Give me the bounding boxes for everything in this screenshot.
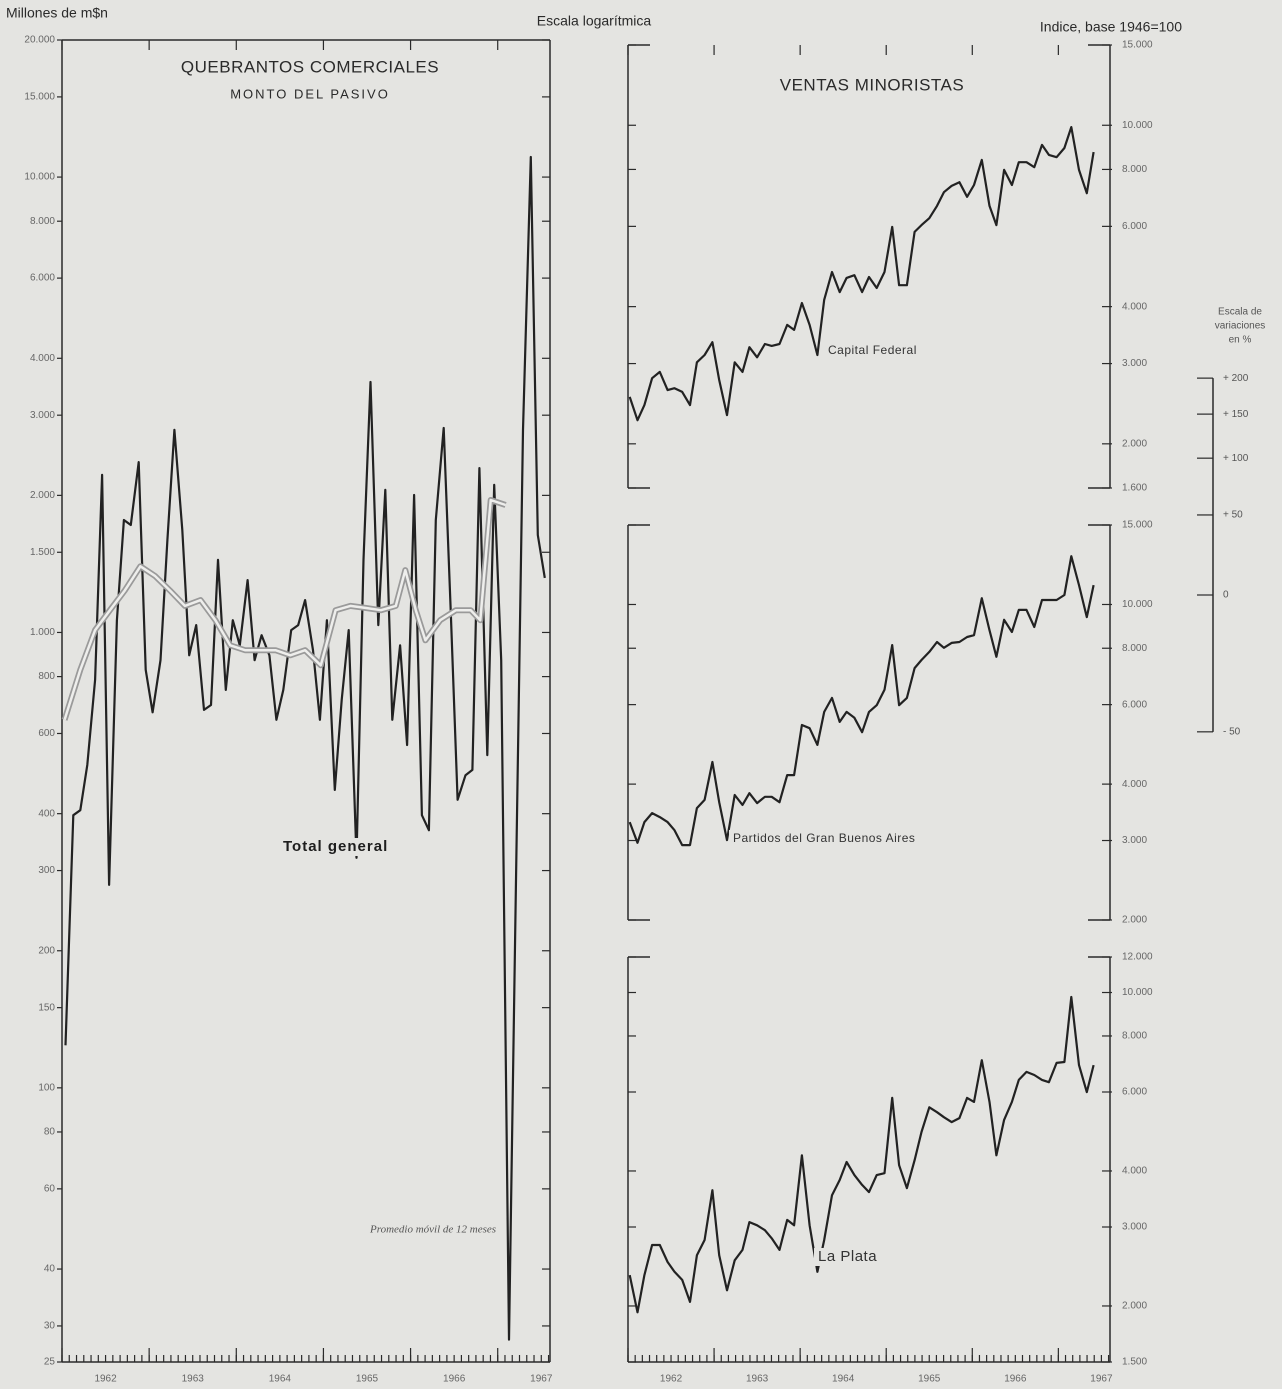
y-tick-label: 1.600 [1122,483,1147,494]
scale-title: en % [1229,335,1252,346]
label-background [814,1248,882,1266]
y-tick-label: 15.000 [1122,40,1153,51]
series-label: Total general [283,838,388,855]
y-tick-label: 20.000 [24,35,55,46]
series-label: Partidos del Gran Buenos Aires [733,831,915,845]
x-tick-label: 1967 [530,1374,553,1385]
chart-title: VENTAS MINORISTAS [780,75,965,94]
y-tick-label: 3.000 [1122,358,1147,369]
y-tick-label: 1.500 [1122,1357,1147,1368]
scale-tick-label: + 200 [1223,373,1249,384]
y-tick-label: 40 [44,1264,56,1275]
series-label: La Plata [818,1248,877,1265]
chart-title: QUEBRANTOS COMERCIALES [181,57,439,76]
y-tick-label: 10.000 [24,172,55,183]
series-line [628,995,1095,1314]
series-label: Promedio móvil de 12 meses [369,1224,496,1236]
y-tick-label: 300 [38,865,55,876]
y-tick-label: 800 [38,671,55,682]
x-tick-label: 1965 [918,1374,941,1385]
x-tick-label: 1963 [182,1374,205,1385]
scale-tick-label: + 50 [1223,510,1243,521]
y-tick-label: 6.000 [30,273,55,284]
series-line [64,155,546,1341]
y-tick-label: 25 [44,1357,56,1368]
x-tick-label: 1966 [1004,1374,1027,1385]
y-tick-label: 200 [38,945,55,956]
y-tick-label: 6.000 [1122,699,1147,710]
label-background [279,838,393,856]
series-line [628,555,1095,847]
x-tick-label: 1962 [94,1374,117,1385]
scale-tick-label: + 150 [1223,409,1249,420]
y-tick-label: 8.000 [1122,1031,1147,1042]
y-tick-label: 3.000 [1122,1222,1147,1233]
y-tick-label: 15.000 [24,92,55,103]
y-tick-label: 4.000 [1122,301,1147,312]
y-tick-label: 2.000 [30,490,55,501]
y-tick-label: 8.000 [1122,643,1147,654]
x-tick-label: 1967 [1090,1374,1113,1385]
y-tick-label: 2.000 [1122,1301,1147,1312]
y-tick-label: 4.000 [1122,779,1147,790]
y-tick-label: 3.000 [1122,835,1147,846]
right-unit: Indice, base 1946=100 [1040,19,1182,35]
scale-tick-label: - 50 [1223,726,1241,737]
y-tick-label: 6.000 [1122,221,1147,232]
label-background [824,342,921,360]
y-tick-label: 15.000 [1122,520,1153,531]
x-tick-label: 1965 [356,1374,379,1385]
series-line [628,126,1095,422]
y-tick-label: 10.000 [1122,599,1153,610]
scale-title: variaciones [1215,321,1266,332]
series-line-inner [63,498,506,721]
label-background [366,1221,502,1239]
scale-tick-label: 0 [1223,590,1229,601]
x-tick-label: 1962 [660,1374,683,1385]
scale-tick-label: + 100 [1223,453,1249,464]
y-tick-label: 8.000 [30,216,55,227]
x-tick-label: 1964 [832,1374,855,1385]
y-tick-label: 1.500 [30,547,55,558]
y-tick-label: 4.000 [30,353,55,364]
y-tick-label: 30 [44,1321,56,1332]
label-background [729,830,920,848]
series-label: Capital Federal [828,343,917,357]
y-tick-label: 6.000 [1122,1087,1147,1098]
chart-subtitle: MONTO DEL PASIVO [230,86,390,101]
y-tick-label: 100 [38,1082,55,1093]
y-tick-label: 4.000 [1122,1166,1147,1177]
y-tick-label: 8.000 [1122,164,1147,175]
y-tick-label: 60 [44,1184,56,1195]
y-tick-label: 400 [38,808,55,819]
x-tick-label: 1964 [269,1374,292,1385]
y-tick-label: 600 [38,728,55,739]
x-tick-label: 1963 [746,1374,769,1385]
y-tick-label: 150 [38,1002,55,1013]
y-tick-label: 3.000 [30,410,55,421]
y-tick-label: 2.000 [1122,438,1147,449]
y-tick-label: 10.000 [1122,120,1153,131]
y-tick-label: 10.000 [1122,987,1153,998]
y-tick-label: 1.000 [30,627,55,638]
scale-title: Escala de [1218,307,1262,318]
y-tick-label: 12.000 [1122,952,1153,963]
scale-note: Escala logarítmica [537,13,652,29]
y-tick-label: 2.000 [1122,915,1147,926]
left-unit: Millones de m$n [6,5,108,21]
y-tick-label: 80 [44,1127,56,1138]
x-tick-label: 1966 [443,1374,466,1385]
